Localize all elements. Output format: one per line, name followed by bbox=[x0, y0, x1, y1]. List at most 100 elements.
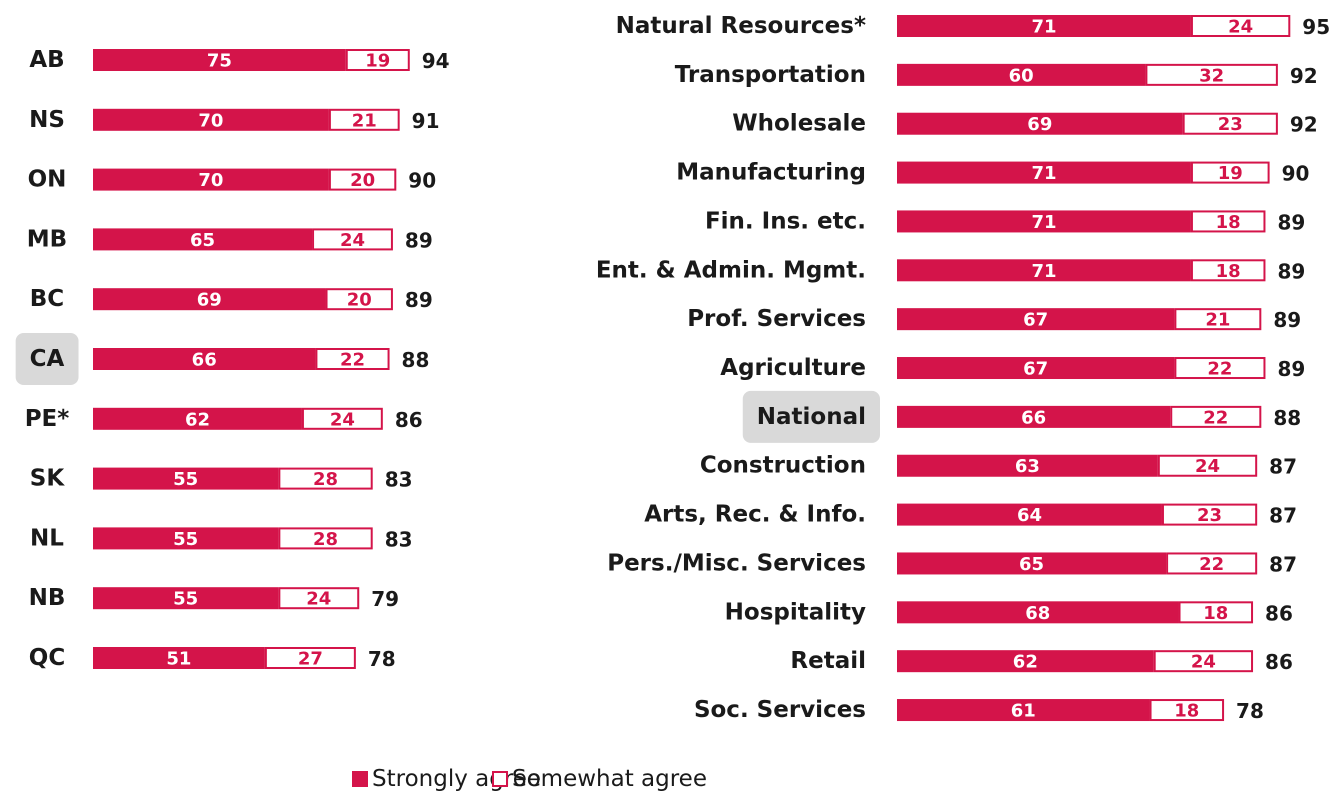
bar-segment bbox=[897, 357, 1175, 380]
value-label: 28 bbox=[313, 469, 338, 490]
bar-segment bbox=[301, 407, 383, 430]
value-label: 63 bbox=[1015, 456, 1040, 477]
category-label: Retail bbox=[790, 648, 866, 674]
total-label: 89 bbox=[1277, 259, 1305, 283]
bar-segment bbox=[1190, 15, 1291, 37]
total-label: 92 bbox=[1290, 64, 1318, 88]
bar-segment bbox=[897, 63, 1146, 86]
value-label: 24 bbox=[1228, 17, 1253, 38]
value-label: 27 bbox=[298, 649, 323, 670]
category-label: National bbox=[757, 404, 866, 430]
total-label: 79 bbox=[371, 587, 399, 611]
value-label: 22 bbox=[1203, 407, 1228, 428]
bar-segment bbox=[278, 587, 360, 610]
total-label: 88 bbox=[1273, 406, 1301, 430]
value-label: 22 bbox=[1199, 554, 1224, 575]
bar-segment bbox=[897, 15, 1191, 37]
total-label: 83 bbox=[385, 527, 413, 551]
bar-segment bbox=[1161, 503, 1258, 526]
bar-segment bbox=[312, 228, 393, 251]
value-label: 24 bbox=[1191, 652, 1216, 673]
total-label: 89 bbox=[1277, 357, 1305, 381]
value-label: 24 bbox=[306, 589, 331, 610]
value-label: 70 bbox=[198, 110, 223, 131]
bar-segment bbox=[325, 288, 393, 311]
category-label: BC bbox=[30, 286, 64, 312]
category-label: SK bbox=[30, 466, 66, 492]
legend-label: Somewhat agree bbox=[512, 766, 707, 792]
total-label: 90 bbox=[408, 169, 436, 193]
bar-segment bbox=[1149, 699, 1225, 722]
value-label: 20 bbox=[347, 290, 372, 311]
bar-segment bbox=[93, 108, 329, 131]
total-label: 78 bbox=[1236, 699, 1264, 723]
value-label: 21 bbox=[1205, 310, 1230, 331]
value-label: 65 bbox=[190, 230, 215, 251]
bar-segment bbox=[897, 454, 1158, 477]
value-label: 19 bbox=[365, 51, 390, 72]
value-label: 60 bbox=[1009, 65, 1034, 86]
value-label: 69 bbox=[197, 290, 222, 311]
bar-segment bbox=[897, 552, 1167, 575]
category-label: Hospitality bbox=[725, 599, 866, 625]
bar-segment bbox=[897, 308, 1175, 331]
legend-swatch bbox=[492, 771, 508, 787]
bar-segment bbox=[897, 259, 1191, 282]
value-label: 55 bbox=[173, 469, 198, 490]
category-label: Soc. Services bbox=[694, 697, 866, 723]
value-label: 22 bbox=[340, 350, 365, 371]
category-label: AB bbox=[29, 47, 64, 73]
total-label: 86 bbox=[1265, 601, 1293, 625]
total-label: 78 bbox=[368, 647, 396, 671]
total-label: 87 bbox=[1269, 552, 1297, 576]
bar-segment bbox=[897, 210, 1191, 233]
bar-segment bbox=[93, 647, 265, 669]
total-label: 89 bbox=[405, 288, 433, 312]
category-label: PE* bbox=[25, 406, 70, 432]
category-label: Ent. & Admin. Mgmt. bbox=[596, 257, 866, 283]
total-label: 83 bbox=[385, 468, 413, 492]
value-label: 71 bbox=[1031, 17, 1056, 38]
bar-segment bbox=[93, 527, 279, 550]
total-label: 90 bbox=[1282, 162, 1310, 186]
total-label: 86 bbox=[395, 408, 423, 432]
bar-segment bbox=[345, 49, 410, 71]
bar-segment bbox=[1170, 405, 1262, 428]
bar-segment bbox=[1190, 259, 1266, 282]
total-label: 91 bbox=[412, 109, 440, 133]
category-label: NB bbox=[29, 585, 66, 611]
value-label: 64 bbox=[1017, 505, 1042, 526]
bar-segment bbox=[93, 348, 316, 370]
total-label: 95 bbox=[1302, 15, 1330, 39]
total-label: 87 bbox=[1269, 504, 1297, 528]
bar-segment bbox=[315, 348, 390, 370]
total-label: 89 bbox=[405, 228, 433, 252]
bar-segment bbox=[1157, 454, 1258, 477]
category-label: Arts, Rec. & Info. bbox=[644, 502, 866, 528]
value-label: 67 bbox=[1023, 359, 1048, 380]
value-label: 65 bbox=[1019, 554, 1044, 575]
bar-segment bbox=[897, 601, 1179, 624]
bar-segment bbox=[897, 112, 1183, 135]
total-label: 87 bbox=[1269, 455, 1297, 479]
bar-segment bbox=[1190, 210, 1266, 233]
category-label: Natural Resources* bbox=[616, 13, 866, 39]
bar-segment bbox=[1174, 357, 1266, 380]
value-label: 24 bbox=[1195, 456, 1220, 477]
total-label: 89 bbox=[1273, 308, 1301, 332]
total-label: 86 bbox=[1265, 650, 1293, 674]
value-label: 62 bbox=[1013, 652, 1038, 673]
value-label: 18 bbox=[1216, 212, 1241, 233]
legend-swatch bbox=[352, 771, 368, 787]
value-label: 68 bbox=[1025, 603, 1050, 624]
category-label: ON bbox=[28, 167, 67, 193]
value-label: 66 bbox=[192, 350, 217, 371]
value-label: 32 bbox=[1199, 65, 1224, 86]
category-label: Manufacturing bbox=[676, 160, 866, 186]
value-label: 75 bbox=[207, 51, 232, 72]
category-label: QC bbox=[29, 645, 65, 671]
bar-segment bbox=[93, 228, 313, 251]
value-label: 24 bbox=[330, 409, 355, 430]
value-label: 71 bbox=[1031, 261, 1056, 282]
